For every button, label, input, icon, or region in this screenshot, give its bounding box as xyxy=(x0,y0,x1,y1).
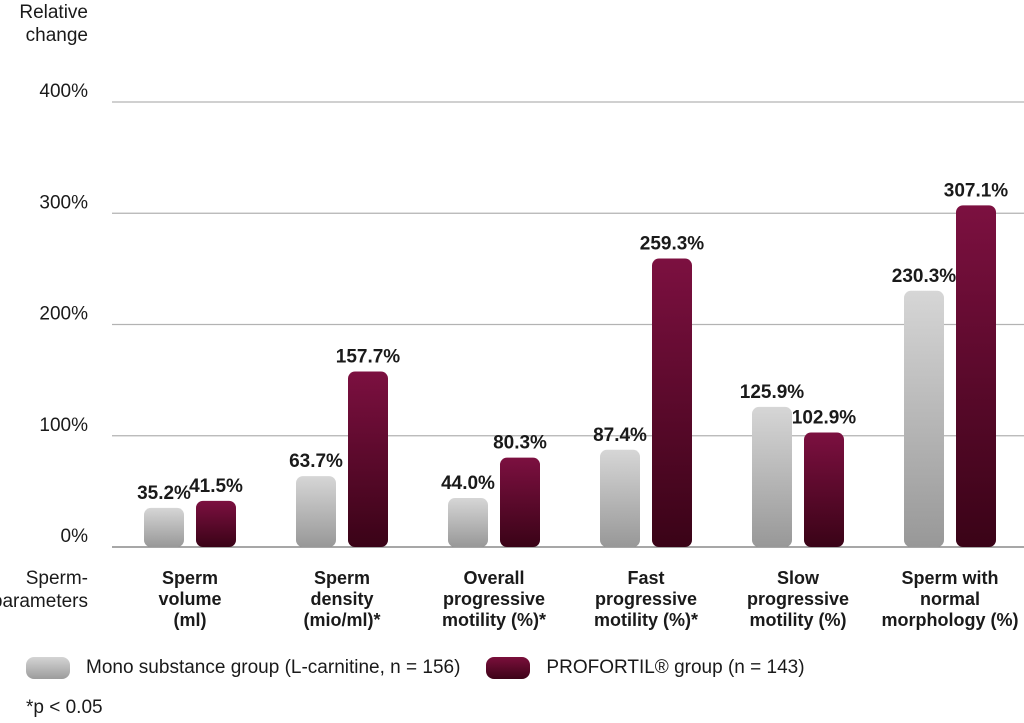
data-label-mono: 35.2% xyxy=(137,483,191,504)
y-tick-label: 100% xyxy=(39,415,88,436)
data-label-mono: 63.7% xyxy=(289,451,343,472)
category-label: motility (%)* xyxy=(442,610,546,630)
bar-mono xyxy=(448,498,488,547)
category-label: normal xyxy=(920,589,980,609)
y-tick-label: 0% xyxy=(61,526,89,547)
legend-item-profortil: PROFORTIL® group (n = 143) xyxy=(486,657,805,679)
category-label: Fast xyxy=(627,568,664,588)
category-label: volume xyxy=(158,589,221,609)
category-label: motility (%)* xyxy=(594,610,698,630)
data-label-profortil: 307.1% xyxy=(944,180,1009,201)
bar-mono xyxy=(600,449,640,547)
legend-item-mono: Mono substance group (L-carnitine, n = 1… xyxy=(26,657,460,679)
bar-profortil xyxy=(956,205,996,547)
category-label: (mio/ml)* xyxy=(303,610,380,630)
bar-profortil xyxy=(348,371,388,547)
data-label-profortil: 157.7% xyxy=(336,347,401,368)
category-label: progressive xyxy=(443,589,545,609)
bar-profortil xyxy=(804,432,844,547)
category-label: Sperm xyxy=(162,568,218,588)
data-label-mono: 87.4% xyxy=(593,425,647,446)
category-label: (ml) xyxy=(174,610,207,630)
legend-swatch-profortil xyxy=(486,657,531,679)
data-label-profortil: 80.3% xyxy=(493,433,547,454)
y-tick-label: 400% xyxy=(39,81,88,102)
y-axis-title-line-2: change xyxy=(26,25,88,46)
data-label-profortil: 259.3% xyxy=(640,234,705,255)
bar-mono xyxy=(296,476,336,547)
bar-profortil xyxy=(500,457,540,547)
category-label: progressive xyxy=(595,589,697,609)
chart: Relative change 0% 100% 200% 300% 400% 35.2%… xyxy=(0,2,1024,630)
data-label-mono: 125.9% xyxy=(740,382,805,403)
category-label: motility (%) xyxy=(750,610,847,630)
legend-swatch-mono xyxy=(26,657,70,679)
x-axis-title-line-1: Sperm- xyxy=(26,568,88,589)
category-label: density xyxy=(310,589,373,609)
legend: Mono substance group (L-carnitine, n = 1… xyxy=(26,657,831,679)
y-axis-title-line-1: Relative xyxy=(19,2,88,23)
category-label: Slow xyxy=(777,568,820,588)
bar-mono xyxy=(904,290,944,547)
bar-profortil xyxy=(652,258,692,547)
legend-label-mono: Mono substance group (L-carnitine, n = 1… xyxy=(86,657,461,678)
category-label: Sperm with xyxy=(901,568,998,588)
y-tick-label: 200% xyxy=(39,304,88,325)
category-label: Overall xyxy=(463,568,524,588)
bar-profortil xyxy=(196,500,236,547)
data-label-mono: 44.0% xyxy=(441,473,495,494)
category-label: progressive xyxy=(747,589,849,609)
bar-mono xyxy=(144,507,184,547)
x-axis-title-line-2: parameters xyxy=(0,591,88,612)
bar-mono xyxy=(752,406,792,547)
category-label: morphology (%) xyxy=(882,610,1019,630)
legend-label-profortil: PROFORTIL® group (n = 143) xyxy=(546,657,805,678)
data-label-profortil: 41.5% xyxy=(189,476,243,497)
footnote: *p < 0.05 xyxy=(26,697,103,718)
category-label: Sperm xyxy=(314,568,370,588)
data-label-profortil: 102.9% xyxy=(792,408,857,429)
y-tick-label: 300% xyxy=(39,192,88,213)
data-label-mono: 230.3% xyxy=(892,266,957,287)
